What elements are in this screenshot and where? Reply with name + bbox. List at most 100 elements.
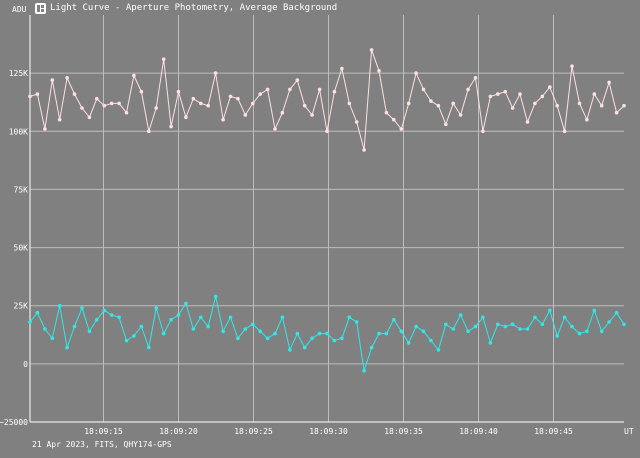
data-point [35,92,40,96]
data-point [614,310,619,315]
data-point [132,73,136,78]
data-point [57,117,62,122]
data-point [273,127,277,131]
data-point [570,64,574,68]
data-point [406,341,411,345]
data-point [392,117,396,122]
data-point [176,89,181,94]
data-point [221,329,225,334]
data-point [302,103,307,108]
data-point [95,96,99,101]
data-point [310,113,314,117]
data-point [243,113,248,117]
data-point [518,327,522,331]
data-point [161,331,166,336]
series-1 [28,48,626,152]
data-point [109,313,114,317]
data-point [102,308,107,313]
data-point [466,87,470,92]
data-point [332,338,337,343]
data-point [585,117,589,122]
data-point [481,129,485,134]
data-point [414,324,418,329]
data-point [533,315,537,320]
data-point [510,106,515,110]
data-point [50,78,55,82]
data-point [592,92,597,96]
data-point [169,317,173,322]
data-point [377,331,381,336]
data-point [228,94,233,99]
data-point [607,80,611,85]
data-point [562,315,567,320]
data-point [124,110,129,115]
data-point [124,338,129,343]
data-point [139,324,144,329]
data-point [399,127,404,131]
x-tick-label: 18:09:45 [534,427,573,436]
data-point [221,117,225,122]
data-point [302,345,307,350]
data-point [288,87,292,92]
data-point [258,92,263,96]
data-point [481,315,485,320]
data-point [109,101,114,106]
data-point [362,369,366,373]
data-point [87,115,92,120]
data-point [325,331,329,336]
x-axis-title: UT [624,427,634,436]
x-tick-label: 18:09:40 [459,427,498,436]
x-tick-label: 18:09:20 [159,427,198,436]
y-axis-title: ADU [12,5,27,14]
data-point [607,320,611,324]
data-point [228,315,233,320]
data-point [599,329,604,334]
data-point [399,329,404,334]
data-point [206,103,210,108]
series-layer [28,48,626,373]
data-point [488,341,493,345]
x-tick-label: 18:09:35 [384,427,423,436]
data-point [258,329,263,334]
data-point [622,103,626,108]
data-point [444,122,448,127]
data-point [280,110,285,115]
data-point [488,94,493,99]
data-point [622,322,626,327]
x-tick-label: 18:09:30 [309,427,348,436]
data-point [340,66,344,71]
data-point [525,120,530,124]
data-point [154,306,158,310]
data-point [540,94,545,99]
app-logo-icon[interactable] [35,2,46,14]
data-point [50,336,55,341]
y-tick-label: 75K [14,185,29,194]
data-point [458,113,463,117]
vertical-grid [103,15,554,422]
data-point [184,301,188,306]
data-point [354,120,359,124]
data-point [154,106,158,110]
data-point [377,69,381,73]
axis-labels: ADU UT 125K 100K 75K 50K 25K 0 −25000 18:09:15 1… [0,5,634,436]
plot-frame [29,15,624,423]
data-point [548,85,552,89]
data-point [191,327,196,331]
data-point [35,310,40,315]
data-point [444,322,448,327]
data-point [436,103,441,108]
data-point [176,313,181,317]
data-point [72,92,77,96]
data-point [496,322,500,327]
data-point [406,101,411,106]
data-point [421,329,426,334]
data-point [288,348,292,352]
data-point [199,315,203,320]
data-point [117,315,121,320]
data-point [414,71,418,75]
data-point [139,89,144,94]
data-point [80,306,84,310]
data-point [429,99,433,103]
data-point [80,106,84,110]
